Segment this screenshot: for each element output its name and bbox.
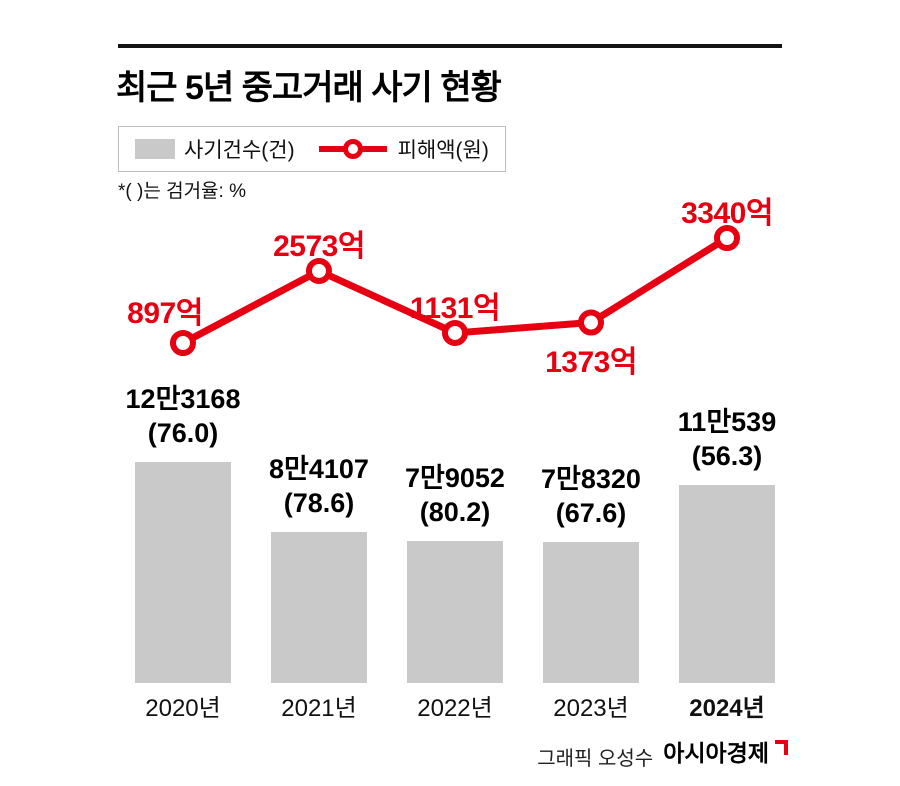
fraud-count-value: 7만9052 — [405, 463, 505, 493]
arrest-rate-value: (80.2) — [419, 497, 491, 527]
bar-value-label: 12만3168 (76.0) — [83, 382, 283, 450]
bar-legend-label: 사기건수(건) — [184, 139, 295, 162]
brand-logo-mark — [775, 740, 788, 755]
fraud-count-value: 12만3168 — [125, 384, 241, 414]
year-label-2024년: 2024년 — [689, 695, 765, 722]
line-marker-2021년 — [306, 257, 332, 284]
bar-2022년 — [407, 541, 503, 683]
year-label-2020년: 2020년 — [145, 695, 221, 722]
damage-value-label: 1373억 — [545, 345, 637, 379]
bar-2020년 — [135, 462, 231, 683]
damage-value-label: 2573억 — [273, 229, 365, 263]
arrest-rate-value: (67.6) — [555, 498, 627, 528]
damage-value-label: 3340억 — [681, 197, 773, 230]
line-marker-2024년 — [714, 225, 740, 251]
line-legend-icon — [318, 139, 387, 159]
line-legend-label: 피해액(원) — [397, 139, 489, 162]
damage-value-label: 1131억 — [409, 291, 501, 325]
legend-item-line: 피해액(원) — [317, 134, 489, 164]
bar-value-label: 7만8320 (67.6) — [491, 462, 691, 530]
fraud-count-value: 8만4107 — [269, 454, 369, 484]
bar-2023년 — [543, 542, 639, 683]
credit: 그래픽 오성수 아시아경제 — [537, 740, 788, 771]
bar-legend-swatch — [135, 139, 175, 159]
page-title: 최근 5년 중고거래 사기 현황 — [116, 69, 502, 107]
arrest-rate-value: (56.3) — [691, 441, 763, 471]
line-marker-2020년 — [170, 330, 196, 356]
legend: 사기건수(건) 피해액(원) — [118, 126, 506, 172]
arrest-rate-value: (76.0) — [147, 418, 219, 448]
year-label-2022년: 2022년 — [417, 695, 493, 722]
credit-author: 그래픽 오성수 — [537, 748, 654, 770]
line-marker-2023년 — [578, 309, 604, 336]
credit-brand: 아시아경제 — [663, 740, 769, 766]
year-label-2021년: 2021년 — [281, 695, 357, 722]
bar-2024년 — [679, 485, 775, 683]
damage-value-label: 897억 — [127, 297, 203, 330]
fraud-count-value: 11만539 — [677, 407, 777, 437]
line-marker-2022년 — [442, 319, 468, 346]
bar-value-label: 8만4107 (78.6) — [219, 452, 419, 520]
bracket-note: *( )는 검거율: % — [118, 181, 246, 202]
year-label-2023년: 2023년 — [553, 695, 629, 722]
arrest-rate-value: (78.6) — [283, 488, 355, 518]
bar-value-label: 11만539 (56.3) — [627, 405, 827, 473]
bar-2021년 — [271, 532, 367, 683]
bar-value-label: 7만9052 (80.2) — [355, 461, 555, 529]
legend-item-bars: 사기건수(건) — [135, 134, 295, 164]
top-rule — [118, 44, 782, 48]
fraud-count-value: 7만8320 — [541, 464, 641, 494]
